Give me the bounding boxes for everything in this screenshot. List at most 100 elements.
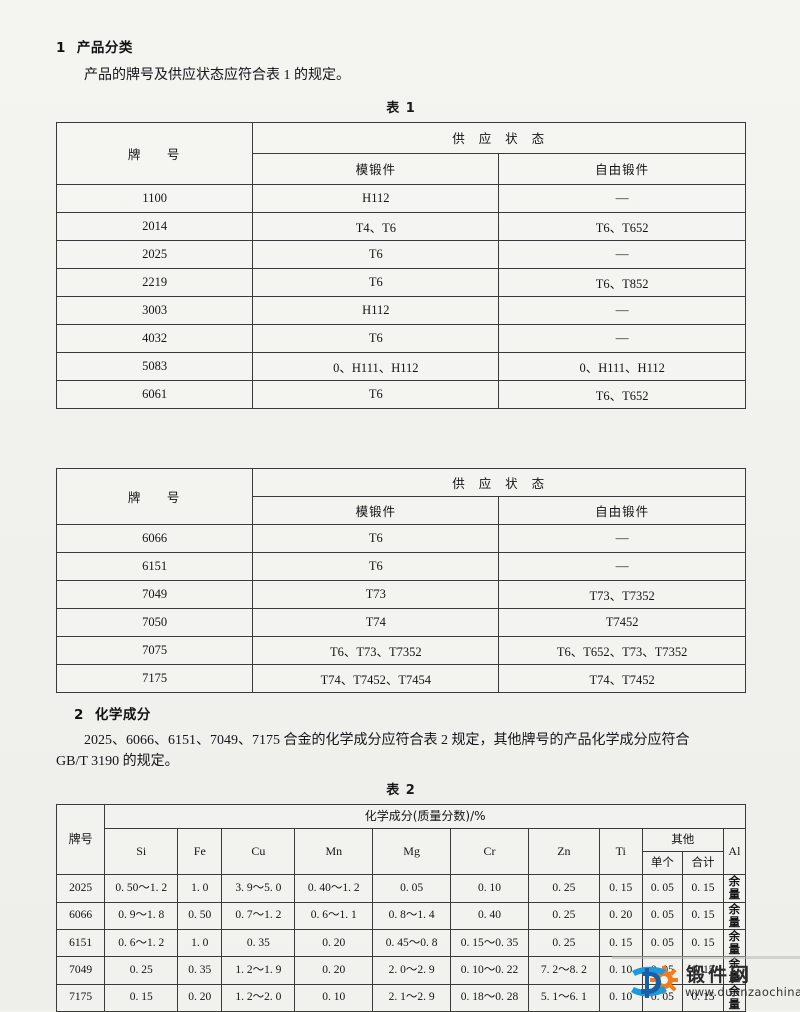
cell-other-single: 0. 05 (641, 874, 684, 903)
cell-brand: 7049 (55, 579, 254, 609)
section-2-paragraph-line-1: 2025、6066、6151、7049、7175 合金的化学成分应符合表 2 规… (84, 732, 690, 748)
cell-free: T6、T852 (498, 267, 746, 297)
cell-mg: 2. 0～2. 9 (372, 956, 452, 985)
cell-cu: 1. 2～1. 9 (221, 956, 296, 985)
cell-brand: 7049 (55, 956, 106, 985)
cell-cu: 1. 2～2. 0 (221, 983, 296, 1012)
table-2-header-other-total: 合计 (682, 851, 724, 876)
table-2-header-ti: Ti (598, 828, 643, 876)
cell-die: T4、T6 (252, 211, 500, 241)
cell-fe: 0. 50 (177, 901, 223, 930)
section-1-heading: 1 产品分类 (56, 36, 746, 56)
table-2-header-other-single: 单个 (641, 851, 684, 876)
cell-brand: 2025 (55, 874, 106, 903)
cell-die: T73 (252, 579, 500, 609)
section-2-paragraph-line-2: GB/T 3190 的规定。 (56, 754, 179, 770)
cell-al: 余量 (722, 928, 747, 958)
table-row-header: 牌 号 供 应 状 态 (55, 121, 746, 185)
cell-other-total: 0. 15 (682, 901, 724, 930)
cell-al: 余量 (722, 983, 747, 1012)
section-2-number: 2 (74, 706, 84, 723)
duanzaochina-logo-icon (628, 962, 680, 1004)
cell-mg: 0. 05 (372, 874, 452, 903)
table-row: 2219 T6 T6、T852 (55, 267, 746, 297)
cell-al: 余量 (722, 901, 747, 930)
cell-brand: 7175 (55, 983, 106, 1012)
table-row-header-other-sub: 单个 合计 (57, 851, 746, 876)
cell-free: T6、T652 (498, 379, 746, 409)
cell-die: H112 (252, 183, 500, 213)
cell-zn: 5. 1～6. 1 (527, 983, 600, 1012)
watermark-name: 锻件网 (686, 964, 753, 986)
cell-ti: 0. 15 (598, 874, 643, 903)
section-1-title: 产品分类 (76, 40, 133, 56)
cell-die: T6 (252, 239, 500, 269)
table-row: 7049 T73 T73、T7352 (55, 579, 746, 609)
cell-si: 0. 6～1. 2 (104, 928, 179, 958)
cell-cr: 0. 15～0. 35 (450, 928, 529, 958)
cell-free: T73、T7352 (498, 579, 746, 609)
cell-fe: 0. 20 (177, 983, 223, 1012)
cell-ti: 0. 15 (598, 928, 643, 958)
cell-free: — (498, 183, 746, 213)
cell-zn: 0. 25 (527, 874, 600, 903)
table-row: 6061 T6 T6、T652 (55, 379, 746, 409)
table-row-subheader: 模锻件 自由锻件 (57, 152, 746, 185)
table-row: 3003 H112 — (55, 295, 746, 325)
table-row: 7050 T74 T7452 (55, 607, 746, 637)
table-1b-header-brand: 牌 号 (55, 467, 254, 525)
cell-other-single: 0. 05 (641, 928, 684, 958)
cell-free: T7452 (498, 607, 746, 637)
watermark-logo: 锻件网 www.duanzaochina.com (628, 960, 800, 1006)
table-1-header-free-forging: 自由锻件 (498, 152, 746, 185)
table-row-subheader: 模锻件 自由锻件 (57, 495, 746, 525)
cell-fe: 1. 0 (177, 874, 223, 903)
cell-brand: 2014 (55, 211, 254, 241)
table-1-header-die-forging: 模锻件 (252, 152, 500, 185)
table-1-caption: 表 1 (386, 100, 416, 116)
section-1-paragraph: 产品的牌号及供应状态应符合表 1 的规定。 (84, 68, 350, 83)
section-1-number: 1 (56, 40, 66, 56)
cell-brand: 6151 (55, 551, 254, 581)
cell-free: — (498, 551, 746, 581)
table-1-part-2: 牌 号 供 应 状 态 模锻件 自由锻件 6066 T6 — 6151 T6 — (55, 467, 746, 693)
cell-brand: 7050 (55, 607, 254, 637)
table-2-header-group: 化学成分(质量分数)/% (104, 804, 746, 830)
table-row: 2025 0. 50～1. 2 1. 0 3. 9～5. 0 0. 40～1. … (55, 874, 747, 903)
cell-mn: 0. 20 (294, 928, 374, 958)
cell-brand: 1100 (55, 183, 254, 213)
table-2-header-mn: Mn (294, 828, 374, 876)
cell-cr: 0. 40 (450, 901, 529, 930)
cell-brand: 6061 (55, 379, 254, 409)
cell-brand: 7075 (55, 635, 254, 665)
cell-cu: 0. 7～1. 2 (221, 901, 296, 930)
cell-die: H112 (252, 295, 500, 325)
table-row-header-elements: Si Fe Cu Mn Mg Cr Zn Ti 其他 Al (57, 828, 747, 876)
table-row: 1100 H112 — (55, 183, 746, 213)
table-2-header-cr: Cr (450, 828, 529, 876)
cell-brand: 6151 (55, 928, 106, 958)
cell-free: — (498, 295, 746, 325)
table-row: 5083 0、H111、H112 0、H111、H112 (55, 351, 746, 381)
table-2-header-brand: 牌号 (55, 804, 106, 876)
cell-cr: 0. 10 (450, 874, 529, 903)
cell-brand: 6066 (55, 901, 106, 930)
table-2-header-si: Si (104, 828, 179, 876)
cell-mn: 0. 20 (294, 956, 374, 985)
table-2-caption: 表 2 (386, 783, 416, 799)
cell-die: T74、T7452、T7454 (252, 663, 500, 693)
table-1-part-1: 牌 号 供 应 状 态 模锻件 自由锻件 1100 H112 — 2014 T4… (55, 121, 746, 409)
table-2-chemical-composition: 牌号 化学成分(质量分数)/% Si Fe Cu Mn Mg Cr Zn Ti … (55, 804, 747, 1012)
table-row: 6066 T6 — (55, 523, 746, 553)
cell-cr: 0. 10～0. 22 (450, 956, 529, 985)
cell-other-total: 0. 15 (682, 956, 724, 985)
table-2-header-fe: Fe (177, 828, 223, 876)
cell-zn: 0. 25 (527, 901, 600, 930)
cell-brand: 2219 (55, 267, 254, 297)
cell-fe: 1. 0 (177, 928, 223, 958)
table-row-header-top: 牌号 化学成分(质量分数)/% (55, 804, 746, 876)
cell-mg: 0. 45～0. 8 (372, 928, 452, 958)
cell-die: T6 (252, 323, 500, 353)
table-row: 6066 0. 9～1. 8 0. 50 0. 7～1. 2 0. 6～1. 1… (55, 901, 747, 930)
